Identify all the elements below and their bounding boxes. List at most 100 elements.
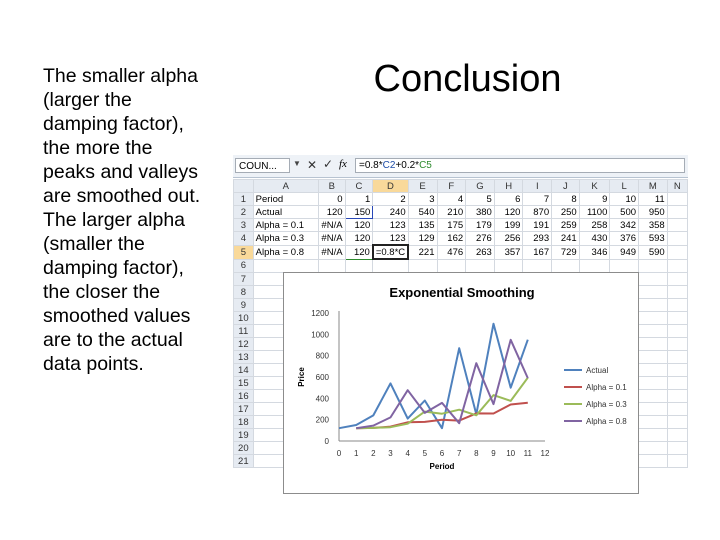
formula-input[interactable]: =0.8*C2+0.2*C5 (355, 158, 685, 173)
row-header[interactable]: 10 (233, 311, 254, 325)
cell[interactable]: 6 (493, 192, 524, 206)
row-header[interactable]: 8 (233, 285, 254, 299)
cell[interactable]: Alpha = 0.8 (252, 244, 319, 260)
column-header-h[interactable]: H (493, 179, 524, 193)
cell[interactable] (666, 231, 689, 246)
cell[interactable] (666, 337, 689, 351)
cell[interactable]: #N/A (317, 231, 346, 246)
cell[interactable]: 120 (317, 205, 346, 219)
cell[interactable]: 258 (578, 218, 611, 232)
cell[interactable]: 150 (344, 205, 374, 219)
cell[interactable]: 3 (407, 192, 438, 206)
cell[interactable] (465, 258, 495, 273)
cell[interactable]: Period (252, 192, 319, 206)
cell[interactable]: 430 (578, 231, 611, 246)
cell[interactable] (551, 258, 580, 273)
cell[interactable] (638, 311, 668, 325)
cell[interactable]: 135 (407, 218, 438, 232)
cell[interactable]: 210 (436, 205, 467, 219)
cell[interactable] (638, 376, 668, 390)
cell[interactable] (666, 298, 689, 312)
row-header[interactable]: 21 (233, 454, 254, 468)
cell[interactable]: 7 (522, 192, 553, 206)
cell[interactable] (666, 192, 689, 206)
cell[interactable]: Alpha = 0.1 (252, 218, 319, 232)
column-header-m[interactable]: M (638, 179, 668, 193)
cell[interactable] (666, 376, 689, 390)
cell[interactable]: 358 (638, 218, 668, 232)
row-header[interactable]: 15 (233, 376, 254, 390)
cell[interactable] (666, 441, 689, 455)
cell[interactable]: 1100 (578, 205, 611, 219)
cell[interactable]: 179 (465, 218, 495, 232)
cancel-icon[interactable]: ✕ (307, 158, 318, 172)
cell[interactable] (638, 454, 668, 468)
cell[interactable]: 9 (578, 192, 611, 206)
cell[interactable]: #N/A (317, 244, 346, 260)
cell[interactable]: 870 (522, 205, 553, 219)
column-header-f[interactable]: F (436, 179, 467, 193)
row-header[interactable]: 12 (233, 337, 254, 351)
cell[interactable]: 199 (493, 218, 524, 232)
row-header[interactable]: 16 (233, 389, 254, 403)
cell[interactable]: 191 (522, 218, 553, 232)
insert-function-icon[interactable]: fx (339, 158, 347, 170)
cell[interactable]: 162 (436, 231, 467, 246)
cell[interactable]: 540 (407, 205, 438, 219)
cell[interactable]: 5 (465, 192, 495, 206)
cell[interactable]: 259 (551, 218, 580, 232)
cell[interactable]: 0 (317, 192, 346, 206)
cell[interactable] (407, 258, 438, 273)
cell[interactable] (372, 258, 409, 273)
column-header-c[interactable]: C (344, 179, 374, 193)
cell[interactable]: 129 (407, 231, 438, 246)
cell[interactable]: 276 (465, 231, 495, 246)
column-header-b[interactable]: B (317, 179, 346, 193)
cell[interactable] (638, 428, 668, 442)
row-header[interactable]: 3 (233, 218, 254, 232)
select-all-corner[interactable] (233, 179, 254, 193)
cell[interactable] (638, 258, 668, 273)
cell[interactable]: 500 (609, 205, 640, 219)
cell[interactable] (666, 454, 689, 468)
cell[interactable]: 380 (465, 205, 495, 219)
cell[interactable] (638, 415, 668, 429)
cell[interactable] (666, 205, 689, 219)
cell[interactable] (638, 350, 668, 364)
cell[interactable]: 120 (493, 205, 524, 219)
cell[interactable] (666, 402, 689, 416)
cell[interactable] (666, 428, 689, 442)
cell[interactable]: 4 (436, 192, 467, 206)
cell[interactable] (666, 311, 689, 325)
cell[interactable]: 950 (638, 205, 668, 219)
cell[interactable] (666, 389, 689, 403)
row-header[interactable]: 18 (233, 415, 254, 429)
row-header[interactable]: 1 (233, 192, 254, 206)
cell[interactable] (638, 402, 668, 416)
cell[interactable]: 120 (344, 218, 374, 232)
cell[interactable]: 376 (609, 231, 640, 246)
cell[interactable]: 590 (638, 244, 668, 260)
row-header[interactable]: 7 (233, 272, 254, 286)
row-header[interactable]: 2 (233, 205, 254, 219)
cell[interactable]: 256 (493, 231, 524, 246)
cell[interactable]: =0.8*C (371, 244, 410, 260)
cell[interactable] (638, 363, 668, 377)
cell[interactable]: 241 (551, 231, 580, 246)
cell[interactable]: 221 (407, 244, 438, 260)
cell[interactable]: 123 (372, 218, 409, 232)
name-box[interactable]: COUN... (235, 158, 290, 173)
cell[interactable]: Alpha = 0.3 (252, 231, 319, 246)
column-header-e[interactable]: E (407, 179, 438, 193)
cell[interactable]: 167 (522, 244, 553, 260)
cell[interactable] (522, 258, 553, 273)
cell[interactable]: 8 (551, 192, 580, 206)
row-header[interactable]: 14 (233, 363, 254, 377)
row-header[interactable]: 4 (233, 231, 254, 246)
row-header[interactable]: 13 (233, 350, 254, 364)
cell[interactable] (638, 389, 668, 403)
cell[interactable] (609, 258, 640, 273)
cell[interactable] (252, 258, 319, 273)
cell[interactable]: 123 (372, 231, 409, 246)
column-header-n[interactable]: N (666, 179, 689, 193)
